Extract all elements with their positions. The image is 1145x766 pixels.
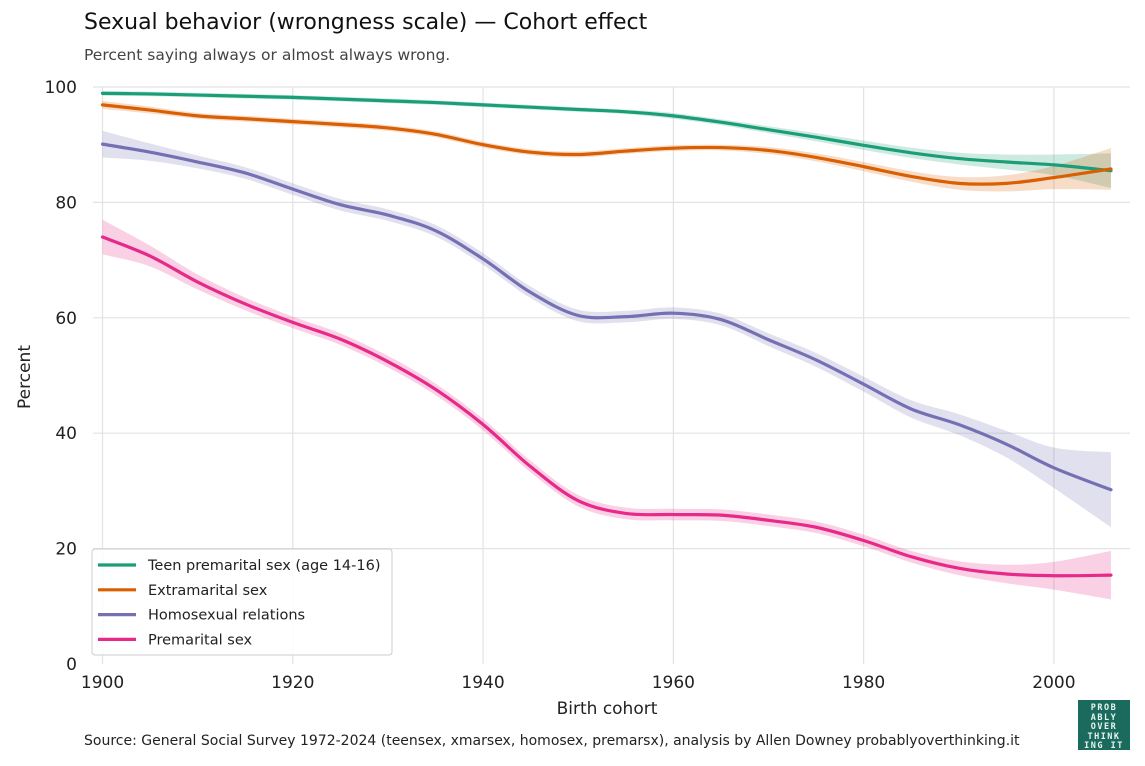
x-axis-ticks: 1900 1920 1940 1960 1980 2000 <box>81 673 1076 693</box>
legend-label: Homosexual relations <box>148 608 305 624</box>
logo-line: PROB <box>1090 703 1118 713</box>
y-axis-ticks: 0 20 40 60 80 100 <box>45 78 77 675</box>
logo-line: THINK <box>1087 731 1121 742</box>
x-tick-label: 2000 <box>1032 673 1075 693</box>
source-note: Source: General Social Survey 1972-2024 … <box>84 733 1020 749</box>
grid-lines <box>93 86 1130 664</box>
probablyoverthinking-logo: PROB ABLY OVER THINK ING IT <box>1078 700 1130 751</box>
confidence-band <box>102 100 1111 192</box>
series-line <box>100 142 1113 492</box>
y-tick-label: 20 <box>55 540 77 560</box>
chart-legend: Teen premarital sex (age 14-16) Extramari… <box>91 548 393 656</box>
x-tick-label: 1920 <box>271 673 314 693</box>
y-tick-label: 0 <box>66 655 77 675</box>
series-line <box>100 103 1113 186</box>
x-axis-label: Birth cohort <box>557 699 658 719</box>
confidence-bands <box>102 91 1111 600</box>
y-tick-label: 40 <box>55 424 77 444</box>
y-tick-label: 60 <box>55 309 77 329</box>
x-tick-label: 1960 <box>652 673 695 693</box>
logo-line: ING IT <box>1084 741 1124 751</box>
chart-title: Sexual behavior (wrongness scale) — Coho… <box>84 10 648 35</box>
logo-line: ABLY <box>1090 712 1118 723</box>
logo-line: OVER <box>1090 722 1118 732</box>
legend-label: Premarital sex <box>148 632 252 648</box>
series-lines <box>100 91 1113 578</box>
x-tick-label: 1900 <box>81 673 124 693</box>
y-tick-label: 80 <box>55 193 77 213</box>
y-tick-label: 100 <box>45 78 77 98</box>
confidence-band <box>102 219 1111 600</box>
series-line <box>100 235 1113 578</box>
series-line <box>100 91 1113 173</box>
y-axis-label: Percent <box>15 345 35 409</box>
legend-box <box>91 548 393 656</box>
confidence-band <box>102 130 1111 528</box>
legend-label: Extramarital sex <box>148 583 268 599</box>
x-tick-label: 1940 <box>461 673 504 693</box>
legend-label: Teen premarital sex (age 14-16) <box>147 558 381 574</box>
chart-subtitle: Percent saying always or almost always w… <box>84 46 451 64</box>
x-tick-label: 1980 <box>842 673 885 693</box>
